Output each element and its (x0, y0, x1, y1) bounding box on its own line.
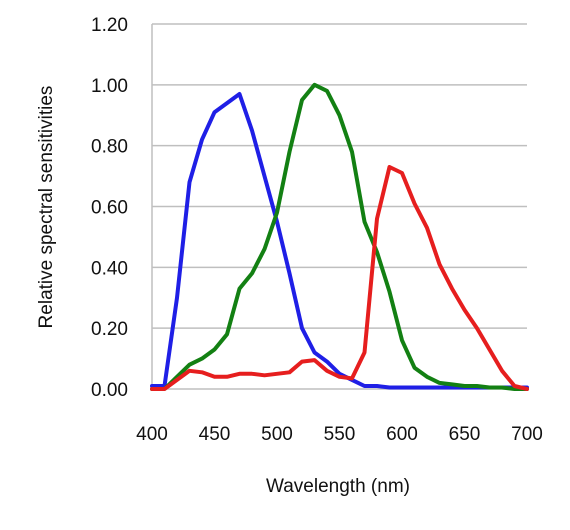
x-tick-label: 400 (136, 424, 168, 445)
y-tick-label: 1.20 (91, 15, 128, 36)
y-tick-label: 0.20 (91, 319, 128, 340)
y-tick-label: 0.40 (91, 258, 128, 279)
series-line-0 (150, 92, 529, 390)
y-tick-label: 0.00 (91, 380, 128, 401)
x-tick-label: 450 (199, 424, 231, 445)
y-tick-label: 0.80 (91, 137, 128, 158)
x-tick-label: 550 (324, 424, 356, 445)
x-axis-title: Wavelength (nm) (266, 476, 410, 497)
x-tick-label: 600 (386, 424, 418, 445)
y-tick-labels: 0.00 0.20 0.40 0.60 0.80 1.00 1.20 (91, 15, 128, 401)
y-tick-label: 0.60 (91, 198, 128, 219)
x-tick-label: 650 (449, 424, 481, 445)
x-tick-label: 500 (261, 424, 293, 445)
x-tick-label: 700 (511, 424, 543, 445)
y-axis-title: Relative spectral sensitivities (36, 86, 57, 329)
gridlines (151, 23, 527, 390)
series-lines (150, 82, 529, 391)
series-line-1 (150, 82, 529, 391)
y-tick-label: 1.00 (91, 76, 128, 97)
series-line-2 (150, 165, 529, 391)
x-tick-labels: 400 450 500 550 600 650 700 (136, 424, 543, 445)
